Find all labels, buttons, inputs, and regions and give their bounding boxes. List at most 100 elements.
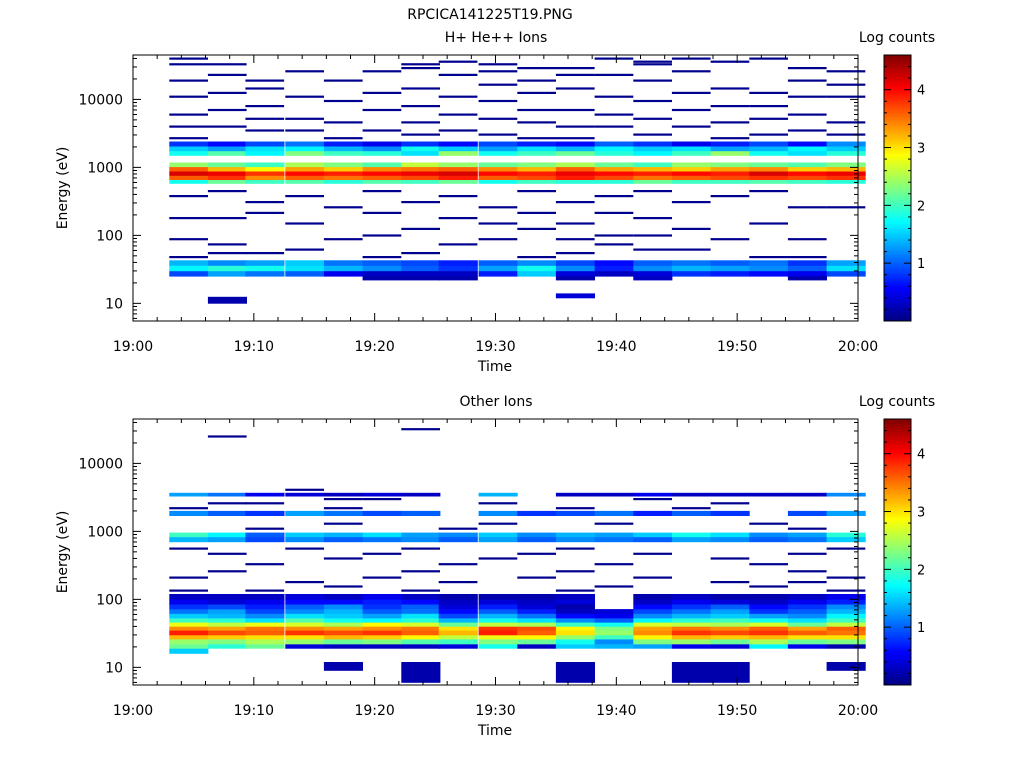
heatmap-cell [207,265,247,272]
heatmap-cell [362,644,402,649]
heatmap-cell [787,618,827,623]
heatmap-cell [749,609,789,614]
heatmap-cell [285,270,325,277]
heatmap-cell [517,609,557,614]
heatmap-cell [671,670,711,683]
heatmap-cell [594,492,634,497]
colorbar-segment [884,536,911,540]
heatmap-cell [594,166,634,172]
heatmap-cell [633,162,673,168]
colorbar-segment [884,272,911,275]
heatmap-cell [323,639,363,645]
heatmap-cell [787,532,827,538]
y-tick-label: 1000 [87,160,123,176]
colorbar-segment [884,523,911,526]
heatmap-cell [787,630,827,636]
x-tick-label: 19:40 [596,703,636,719]
heatmap-cell [594,141,634,147]
colorbar-segment [884,59,911,63]
colorbar-segment [884,614,911,617]
colorbar-segment [884,86,911,89]
heatmap-line [749,133,788,136]
colorbar-segment [884,301,911,304]
heatmap-line [787,113,827,116]
heatmap-cell [555,265,595,272]
heatmap-line [555,87,595,90]
colorbar-segment [884,447,911,451]
colorbar-segment [884,609,911,613]
heatmap-cells [169,492,866,683]
y-axis: 10 100 1000 10000 [78,421,858,683]
heatmap-cell [749,618,789,623]
colorbar-segment [884,556,911,560]
y-tick-label: 10 [105,660,123,676]
heatmap-cell [245,265,285,272]
heatmap-cell [555,171,595,176]
colorbar-segment [884,631,911,635]
colorbar-segment [884,183,911,187]
colorbar-segment [884,578,911,582]
heatmap-line [633,190,672,193]
heatmap-cell [633,492,673,497]
heatmap-cell [401,171,441,176]
colorbar-tick-label: 2 [917,199,925,214]
heatmap-cell [787,594,827,600]
heatmap-line [323,238,363,241]
heatmap-cell [245,171,285,176]
colorbar-segment [884,498,911,502]
heatmap-line [169,195,208,198]
heatmap-line [710,502,750,505]
heatmap-cell [245,626,285,631]
heatmap-cell [749,166,789,172]
heatmap-line [749,105,788,108]
heatmap-cell [710,146,750,152]
heatmap-cell [555,604,595,610]
heatmap-line [245,563,285,566]
heatmap-line [787,129,827,132]
heatmap-cell [826,604,866,610]
colorbar-segment [884,430,911,433]
colorbar-segment [884,179,911,182]
heatmap-cell [555,510,595,516]
heatmap-line [169,63,208,66]
colorbar-segment [884,148,911,151]
heatmap-cell [826,639,866,645]
panel-other-ions: Other Ions 10 100 1000 10000 19:00 19:10 19:2… [55,394,935,739]
heatmap-line [478,206,518,209]
colorbar-segment [884,656,911,659]
colorbar-segment [884,494,911,498]
colorbar-segment [884,289,911,293]
heatmap-cell [207,141,247,147]
heatmap-cell [826,644,866,649]
heatmap-line [671,125,711,128]
heatmap-cell [517,599,557,605]
x-tick-label: 19:30 [475,339,515,355]
heatmap-cell [633,510,673,516]
colorbar-segment [884,156,911,160]
heatmap-cell [555,634,595,640]
heatmap-line [207,190,247,193]
heatmap-cell [787,626,827,631]
x-tick-label: 20:00 [838,339,878,355]
colorbar-segment [884,90,911,94]
heatmap-cell [207,537,247,543]
heatmap-cell [285,260,325,266]
heatmap-cell [517,166,557,172]
heatmap-line [323,507,363,510]
heatmap-cell [555,492,595,497]
colorbar-segment [884,529,911,533]
heatmap-cell [478,162,518,168]
heatmap-cell [285,179,325,184]
colorbar-segment [884,605,911,608]
colorbar-segment [884,196,911,200]
y-tick-label: 10000 [78,92,123,108]
heatmap-cell [826,260,866,266]
heatmap-cell [594,162,634,168]
colorbar-segment [884,538,911,542]
colorbar-segment [884,425,911,429]
heatmap-cell [362,276,402,281]
heatmap-line [633,117,672,120]
heatmap-cell [169,609,209,614]
heatmap-cell [323,166,363,172]
x-tick-label: 19:00 [113,703,153,719]
